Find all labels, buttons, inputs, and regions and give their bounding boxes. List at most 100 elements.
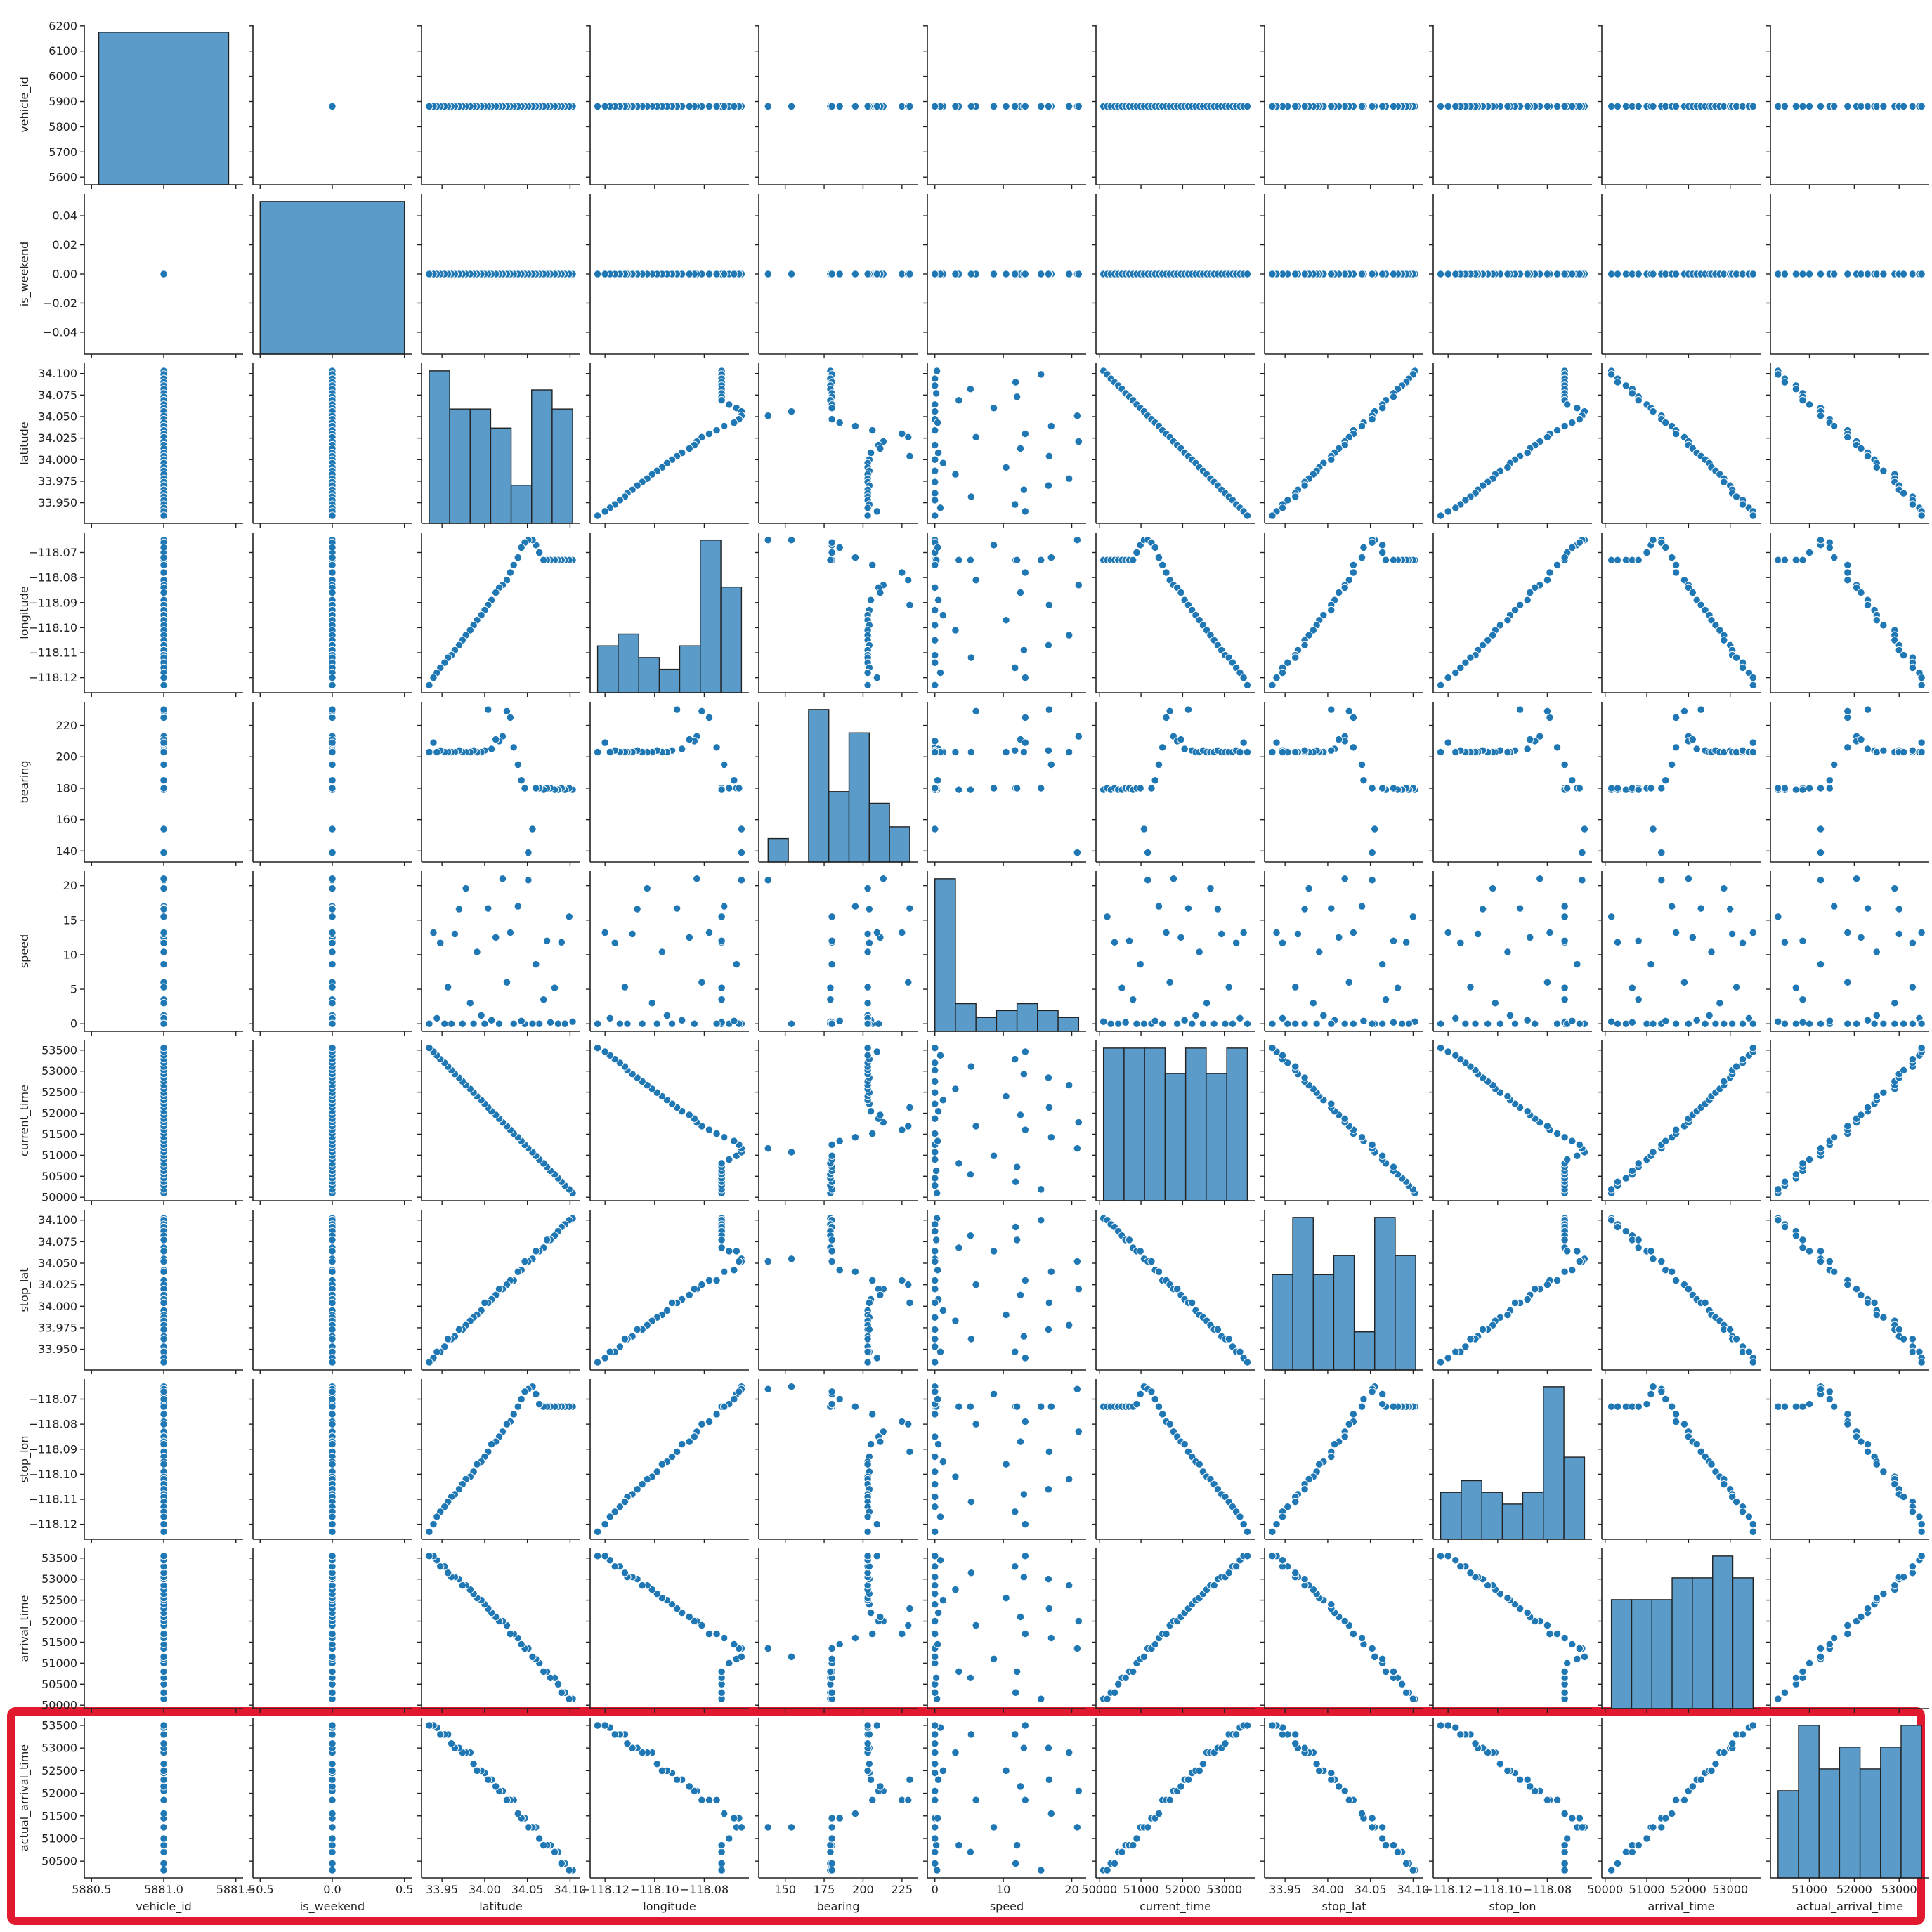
- scatter-point: [1491, 999, 1499, 1007]
- scatter-point: [705, 1417, 714, 1426]
- scatter-point: [863, 102, 872, 110]
- scatter-point: [1575, 538, 1584, 547]
- scatter-point: [159, 553, 168, 562]
- scatter-point: [1021, 507, 1029, 516]
- scatter-point: [1568, 776, 1577, 785]
- scatter-point: [1843, 1410, 1852, 1418]
- scatter-point: [1816, 784, 1825, 792]
- scatter-point: [1560, 760, 1569, 769]
- scatter-point: [328, 1513, 337, 1521]
- scatter-point: [1349, 568, 1358, 577]
- scatter-point: [1843, 1420, 1852, 1428]
- scatter-point: [1575, 1019, 1584, 1028]
- scatter-point: [1140, 1019, 1149, 1028]
- scatter-point: [876, 444, 885, 453]
- scatter-point: [989, 541, 998, 549]
- scatter-point: [685, 102, 693, 110]
- scatter-point: [1825, 1388, 1834, 1396]
- scatter-point: [1799, 396, 1807, 405]
- scatter-point: [725, 784, 733, 792]
- scatter-point: [606, 1014, 614, 1022]
- scatter-point: [593, 511, 602, 520]
- scatter-point: [1291, 1019, 1300, 1028]
- scatter-point: [1151, 1017, 1159, 1025]
- scatter-point: [159, 1298, 168, 1307]
- scatter-point: [1378, 784, 1387, 792]
- scatter-point: [517, 776, 526, 785]
- scatter-point: [931, 426, 939, 435]
- scatter-point: [863, 504, 872, 512]
- scatter-point: [328, 1325, 337, 1334]
- scatter-point: [1857, 588, 1865, 597]
- scatter-point: [1213, 1325, 1222, 1334]
- scatter-point: [1173, 1019, 1182, 1028]
- scatter-point: [1701, 1019, 1709, 1028]
- scatter-point: [1805, 102, 1814, 110]
- scatter-point: [951, 748, 960, 757]
- scatter-point: [931, 1388, 939, 1396]
- scatter-point: [593, 748, 602, 757]
- scatter-point: [1680, 1420, 1689, 1428]
- scatter-point: [425, 1358, 433, 1366]
- scatter-point: [1649, 407, 1657, 416]
- scatter-point: [874, 1019, 883, 1028]
- scatter-point: [1843, 928, 1852, 937]
- scatter-point: [328, 705, 337, 714]
- scatter-point: [931, 1059, 939, 1067]
- scatter-point: [1553, 102, 1562, 110]
- scatter-point: [1872, 616, 1881, 625]
- scatter-point: [521, 1388, 529, 1396]
- scatter-point: [1074, 1285, 1083, 1293]
- scatter-point: [863, 1051, 872, 1059]
- scatter-point: [730, 1017, 738, 1025]
- y-tick-label: 180: [56, 781, 77, 795]
- scatter-point: [1345, 1420, 1353, 1428]
- scatter-point: [931, 1181, 939, 1190]
- y-tick-label: −118.09: [29, 1442, 77, 1456]
- scatter-point: [1825, 784, 1834, 792]
- scatter-point: [1671, 1417, 1680, 1426]
- scatter-point: [934, 1440, 943, 1449]
- scatter-point: [502, 1420, 511, 1428]
- scatter-point: [1335, 933, 1343, 941]
- scatter-point: [469, 1019, 478, 1028]
- scatter-point: [593, 1019, 602, 1028]
- y-tick-label: 51000: [41, 1657, 77, 1670]
- scatter-point: [1012, 1222, 1020, 1232]
- scatter-point: [159, 681, 168, 689]
- scatter-point: [1436, 1019, 1445, 1028]
- scatter-point: [1791, 1232, 1801, 1240]
- scatter-point: [1649, 1148, 1657, 1156]
- scatter-point: [1064, 1081, 1073, 1090]
- scatter-point: [717, 1159, 726, 1168]
- scatter-point: [1816, 825, 1825, 833]
- scatter-point: [955, 556, 963, 564]
- scatter-point: [667, 1298, 677, 1307]
- scatter-point: [720, 102, 729, 110]
- scatter-point: [1340, 875, 1349, 883]
- scatter-point: [1019, 485, 1029, 494]
- scatter-point: [1133, 1399, 1141, 1409]
- scatter-point: [1536, 875, 1544, 883]
- scatter-point: [159, 1236, 168, 1244]
- scatter-point: [1649, 1019, 1657, 1028]
- histogram-bar: [1272, 1274, 1293, 1371]
- scatter-point: [1870, 1019, 1879, 1028]
- scatter-point: [1774, 556, 1782, 564]
- histogram-bar: [1440, 1492, 1462, 1540]
- scatter-point: [1397, 1019, 1406, 1028]
- histogram-bar: [1037, 1010, 1059, 1032]
- scatter-point: [868, 1276, 877, 1285]
- scatter-point: [932, 1166, 941, 1175]
- scatter-point: [1732, 983, 1741, 991]
- scatter-point: [1019, 646, 1029, 655]
- scatter-point: [1037, 556, 1045, 564]
- scatter-point: [1647, 1247, 1655, 1255]
- scatter-point: [1634, 936, 1643, 945]
- scatter-point: [967, 653, 975, 662]
- scatter-point: [1206, 884, 1215, 893]
- scatter-point: [1662, 1395, 1670, 1404]
- scatter-point: [1649, 536, 1657, 544]
- y-tick-label: −118.11: [29, 1493, 77, 1506]
- scatter-point: [1378, 960, 1387, 969]
